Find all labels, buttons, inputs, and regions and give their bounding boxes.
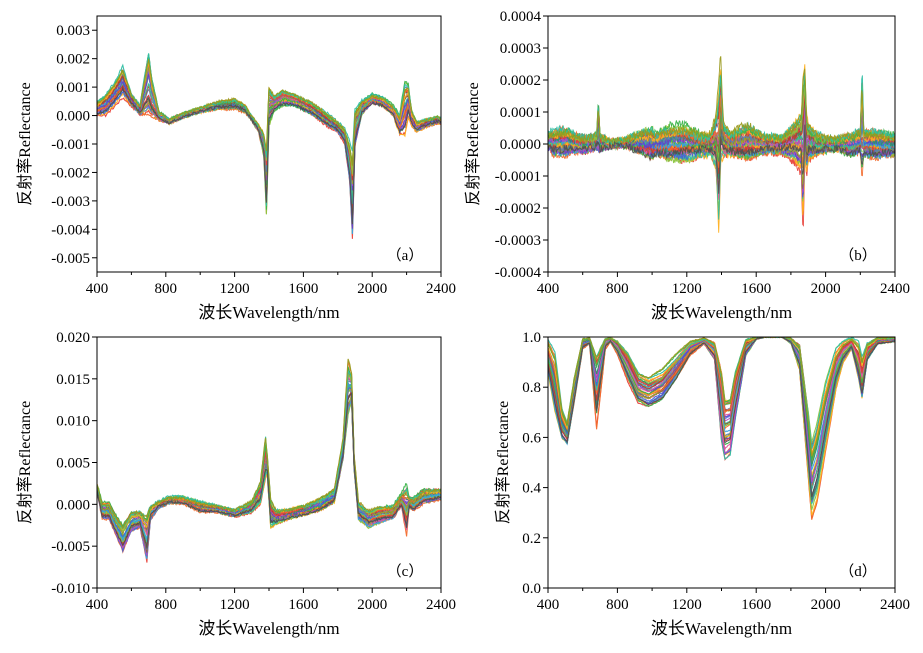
y-tick-label-a-7: 0.002 bbox=[56, 52, 90, 68]
x-tick-label-d-2000: 2000 bbox=[811, 597, 841, 613]
y-tick-label-d-2: 0.4 bbox=[522, 481, 541, 497]
chart-panel-b: 400 800 1200 1600 2000 2400 -0.0004 -0.0003 -0.0… bbox=[464, 9, 910, 322]
chart-panel-a: 400 800 1200 1600 2000 2400 -0.005 -0.004 -0.003… bbox=[16, 15, 456, 322]
y-tick-label-a-0: -0.005 bbox=[51, 251, 90, 267]
y-tick-label-c-4: 0.010 bbox=[56, 414, 90, 430]
series-group-c bbox=[97, 358, 441, 563]
x-tick-label-d-1600: 1600 bbox=[741, 597, 771, 613]
chart-panel-c: 400 800 1200 1600 2000 2400 -0.010 -0.005 0.000 0… bbox=[16, 330, 456, 638]
series-line-c-40 bbox=[97, 391, 441, 549]
x-tick-label-b-800: 800 bbox=[606, 281, 629, 297]
x-tick-label-d-400: 400 bbox=[537, 597, 560, 613]
y-tick-label-b-7: 0.0003 bbox=[500, 41, 541, 57]
x-tick-label-d-800: 800 bbox=[606, 597, 629, 613]
y-axis-label-c: 反射率Reflectance bbox=[16, 401, 34, 525]
series-line-a-40 bbox=[97, 85, 441, 225]
x-tick-label-b-1200: 1200 bbox=[672, 281, 702, 297]
x-axis-label-a: 波长Wavelength/nm bbox=[198, 303, 339, 322]
y-tick-label-a-3: -0.002 bbox=[51, 165, 90, 181]
y-axis-label-b: 反射率Reflectance bbox=[464, 82, 482, 206]
y-tick-label-b-1: -0.0003 bbox=[495, 233, 541, 249]
y-tick-label-b-8: 0.0004 bbox=[500, 9, 542, 25]
y-tick-label-d-4: 0.8 bbox=[522, 380, 541, 396]
y-tick-label-a-5: 0.000 bbox=[56, 109, 90, 125]
x-tick-label-b-1600: 1600 bbox=[741, 281, 771, 297]
x-tick-label-c-2000: 2000 bbox=[357, 597, 387, 613]
x-tick-label-a-800: 800 bbox=[155, 281, 178, 297]
y-tick-label-b-5: 0.0001 bbox=[500, 105, 541, 121]
y-tick-label-a-4: -0.001 bbox=[51, 137, 90, 153]
y-tick-label-c-3: 0.005 bbox=[56, 456, 90, 472]
x-tick-label-c-400: 400 bbox=[86, 597, 109, 613]
y-tick-label-b-2: -0.0002 bbox=[495, 201, 541, 217]
y-axis-label-a: 反射率Reflectance bbox=[16, 82, 34, 206]
series-line-d-39 bbox=[548, 337, 895, 457]
x-axis-label-d: 波长Wavelength/nm bbox=[651, 619, 792, 638]
y-tick-label-d-1: 0.2 bbox=[522, 531, 541, 547]
series-line-c-39 bbox=[97, 358, 441, 530]
y-tick-label-b-6: 0.0002 bbox=[500, 73, 541, 89]
x-tick-label-b-2400: 2400 bbox=[880, 281, 910, 297]
x-tick-label-d-1200: 1200 bbox=[672, 597, 702, 613]
panel-label-a: （a） bbox=[387, 247, 424, 264]
series-line-a-39 bbox=[97, 59, 441, 166]
x-tick-label-a-2400: 2400 bbox=[426, 281, 456, 297]
x-axis-label-c: 波长Wavelength/nm bbox=[198, 619, 339, 638]
y-tick-label-c-6: 0.020 bbox=[56, 330, 90, 346]
x-tick-label-a-1600: 1600 bbox=[288, 281, 318, 297]
series-line-b-38 bbox=[548, 72, 895, 147]
x-tick-label-c-800: 800 bbox=[155, 597, 178, 613]
y-tick-label-c-5: 0.015 bbox=[56, 372, 90, 388]
y-tick-label-d-3: 0.6 bbox=[522, 430, 541, 446]
x-tick-label-b-2000: 2000 bbox=[811, 281, 841, 297]
y-tick-label-b-0: -0.0004 bbox=[495, 265, 542, 281]
panel-label-b: （b） bbox=[839, 247, 877, 264]
series-line-b-40 bbox=[548, 124, 895, 194]
chart-panel-d: 400 800 1200 1600 2000 2400 0.0 0.2 0.4 0.6 0.8 1.0… bbox=[494, 330, 910, 638]
x-axis-label-b: 波长Wavelength/nm bbox=[651, 303, 792, 322]
panel-label-c: （c） bbox=[387, 563, 424, 580]
y-tick-label-b-3: -0.0001 bbox=[495, 169, 541, 185]
x-tick-label-d-2400: 2400 bbox=[880, 597, 910, 613]
x-tick-label-c-1200: 1200 bbox=[220, 597, 250, 613]
y-tick-label-a-6: 0.001 bbox=[56, 80, 90, 96]
series-group-b bbox=[548, 56, 895, 233]
x-tick-label-a-2000: 2000 bbox=[357, 281, 387, 297]
series-group-a bbox=[97, 53, 441, 239]
x-tick-label-b-400: 400 bbox=[537, 281, 560, 297]
x-tick-label-a-1200: 1200 bbox=[220, 281, 250, 297]
x-tick-label-c-1600: 1600 bbox=[288, 597, 318, 613]
y-tick-label-c-1: -0.005 bbox=[51, 539, 90, 555]
y-axis-label-d: 反射率Reflectance bbox=[494, 401, 512, 525]
y-tick-label-a-1: -0.004 bbox=[51, 222, 90, 238]
series-line-b-39 bbox=[548, 56, 895, 146]
plot-frame-c bbox=[96, 336, 442, 589]
series-group-d bbox=[548, 337, 895, 520]
x-tick-label-c-2400: 2400 bbox=[426, 597, 456, 613]
x-tick-label-a-400: 400 bbox=[86, 281, 109, 297]
y-tick-label-a-8: 0.003 bbox=[56, 23, 90, 39]
y-tick-label-d-5: 1.0 bbox=[522, 330, 541, 346]
y-tick-label-b-4: 0.0000 bbox=[500, 137, 541, 153]
y-tick-label-c-0: -0.010 bbox=[51, 581, 90, 597]
series-line-d-40 bbox=[548, 337, 895, 497]
panel-label-d: （d） bbox=[839, 563, 877, 580]
y-tick-label-c-2: 0.000 bbox=[56, 497, 90, 513]
y-tick-label-d-0: 0.0 bbox=[522, 581, 541, 597]
y-tick-label-a-2: -0.003 bbox=[51, 194, 90, 210]
